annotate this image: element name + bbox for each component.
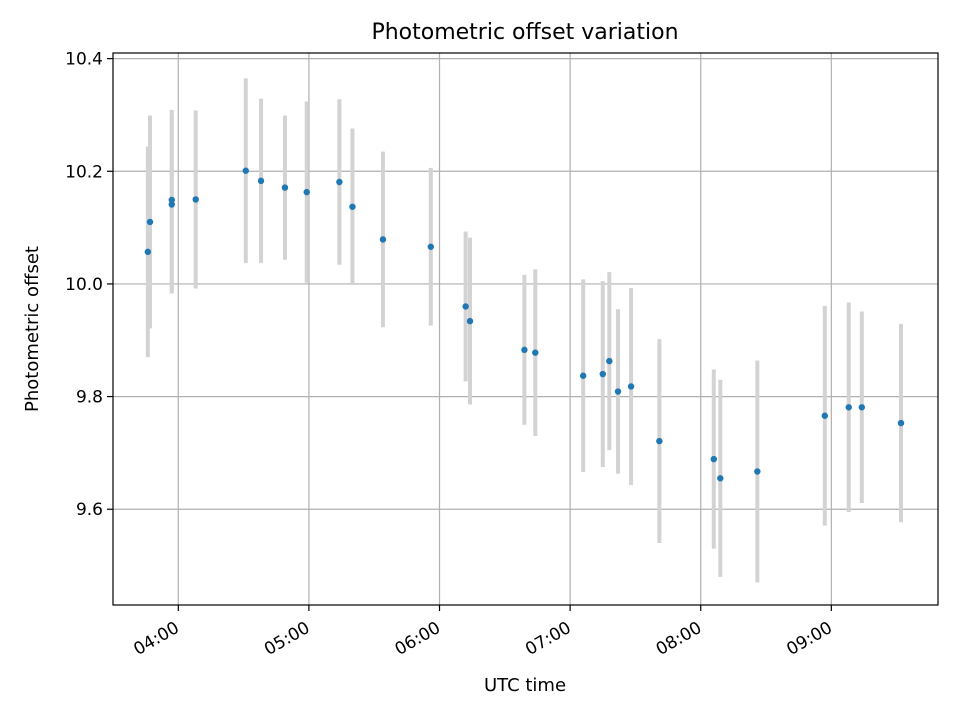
data-point — [656, 437, 663, 445]
data-point — [242, 167, 249, 174]
data-point — [303, 188, 310, 196]
data-point — [349, 203, 356, 210]
data-point — [627, 383, 635, 390]
y-axis-ticks: 9.6 9.8 10.0 10.2 10.4 — [65, 50, 113, 520]
data-point — [845, 404, 852, 411]
chart-title: Photometric offset variation — [371, 20, 678, 45]
data-point — [466, 317, 474, 325]
data-point — [192, 196, 199, 203]
data-point — [379, 236, 387, 243]
y-tick-label: 10.4 — [65, 50, 103, 70]
plot-frame — [112, 52, 939, 606]
data-point — [168, 196, 175, 204]
data-point — [897, 419, 905, 427]
y-tick-label: 9.8 — [76, 388, 103, 408]
data-point — [754, 468, 761, 475]
y-tick-label: 10.2 — [65, 162, 103, 182]
data-point — [821, 412, 829, 419]
y-tick-label: 9.6 — [76, 500, 103, 520]
data-point — [144, 248, 152, 256]
data-point — [614, 388, 622, 395]
data-point — [336, 178, 343, 186]
data-point — [858, 404, 866, 411]
data-point — [717, 475, 724, 482]
x-axis-label: UTC time — [484, 675, 566, 696]
data-point — [579, 372, 587, 379]
data-point — [146, 218, 154, 226]
y-tick-label: 10.0 — [65, 275, 103, 295]
data-points — [144, 167, 905, 482]
data-point — [257, 177, 265, 185]
data-point — [462, 303, 469, 310]
data-point — [599, 370, 606, 378]
data-point — [427, 243, 435, 250]
data-point — [168, 201, 175, 208]
data-point — [710, 455, 717, 463]
data-point — [606, 357, 613, 365]
data-point — [532, 349, 539, 356]
y-axis-label: Photometric offset — [22, 246, 43, 412]
data-point — [521, 346, 528, 354]
data-point — [281, 184, 289, 191]
